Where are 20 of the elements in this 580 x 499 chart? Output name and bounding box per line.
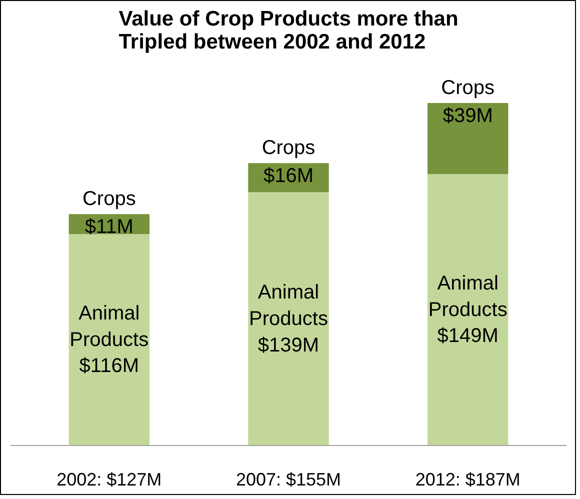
data-label: $11M xyxy=(84,216,134,238)
data-label: $149M xyxy=(437,325,498,348)
data-label: $139M xyxy=(258,334,320,356)
data-label: $39M xyxy=(442,105,493,128)
text: Animal Products xyxy=(428,272,508,321)
text: Crops xyxy=(262,137,316,160)
series-label: Animal Products xyxy=(70,302,149,351)
bar xyxy=(248,192,329,446)
bar xyxy=(68,234,150,446)
x-tick-label: 2012: $187M xyxy=(415,470,520,490)
data-label: $16M xyxy=(263,165,314,188)
chart-title: Value of Crop Products more than Tripled between 2002 and 2012 xyxy=(118,8,458,54)
data-label: $116M xyxy=(79,355,139,378)
bar xyxy=(428,103,508,174)
text: Animal Products xyxy=(249,281,328,330)
bar xyxy=(428,174,508,446)
text: Crops xyxy=(441,77,495,100)
x-tick-label: 2002: $127M xyxy=(56,470,162,490)
x-tick-label: 2007: $155M xyxy=(236,470,342,490)
series-label: Crops xyxy=(82,188,136,210)
